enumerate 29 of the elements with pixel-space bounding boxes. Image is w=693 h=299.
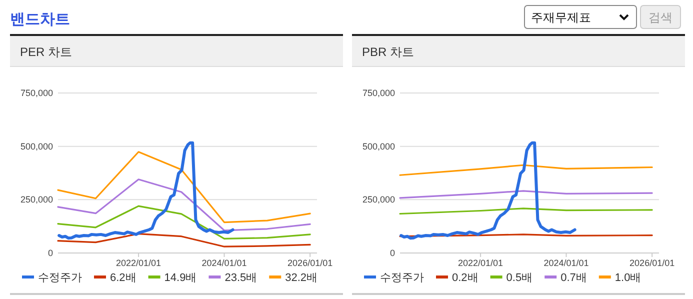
- y-tick-label: 0: [390, 248, 395, 258]
- y-tick-label: 250,000: [20, 194, 53, 205]
- legend-label: 14.9배: [164, 272, 197, 284]
- y-tick-label: 250,000: [362, 194, 395, 205]
- y-tick-label: 750,000: [20, 88, 53, 98]
- x-tick-label: 2026/01/01: [288, 258, 333, 268]
- legend-label: 0.7배: [560, 272, 587, 284]
- x-tick-label: 2022/01/01: [458, 258, 504, 268]
- select: 주재무제표: [524, 5, 637, 29]
- legend-label: 23.5배: [224, 272, 258, 284]
- x-tick-label: 2024/01/01: [202, 258, 247, 268]
- y-tick-label: 500,000: [362, 141, 395, 152]
- page-title: 밴드차트: [10, 11, 70, 28]
- x-tick-label: 2022/01/01: [116, 258, 162, 268]
- chart-title: PBR 차트: [362, 45, 414, 59]
- legend-label: 수정주가: [38, 272, 82, 284]
- legend-label: 0.5배: [506, 272, 533, 284]
- chart-title: PER 차트: [20, 45, 72, 59]
- legend-label: 1.0배: [614, 272, 642, 284]
- y-tick-label: 750,000: [362, 88, 395, 98]
- x-tick-label: 2024/01/01: [544, 258, 589, 268]
- legend-label: 0.2배: [452, 272, 478, 284]
- button: 검색: [640, 5, 681, 29]
- legend-label: 6.2배: [110, 272, 136, 284]
- y-tick-label: 0: [48, 248, 53, 258]
- legend-label: 수정주가: [380, 272, 424, 284]
- y-tick-label: 500,000: [20, 141, 53, 152]
- legend-label: 32.2배: [285, 272, 318, 284]
- x-tick-label: 2026/01/01: [630, 258, 675, 268]
